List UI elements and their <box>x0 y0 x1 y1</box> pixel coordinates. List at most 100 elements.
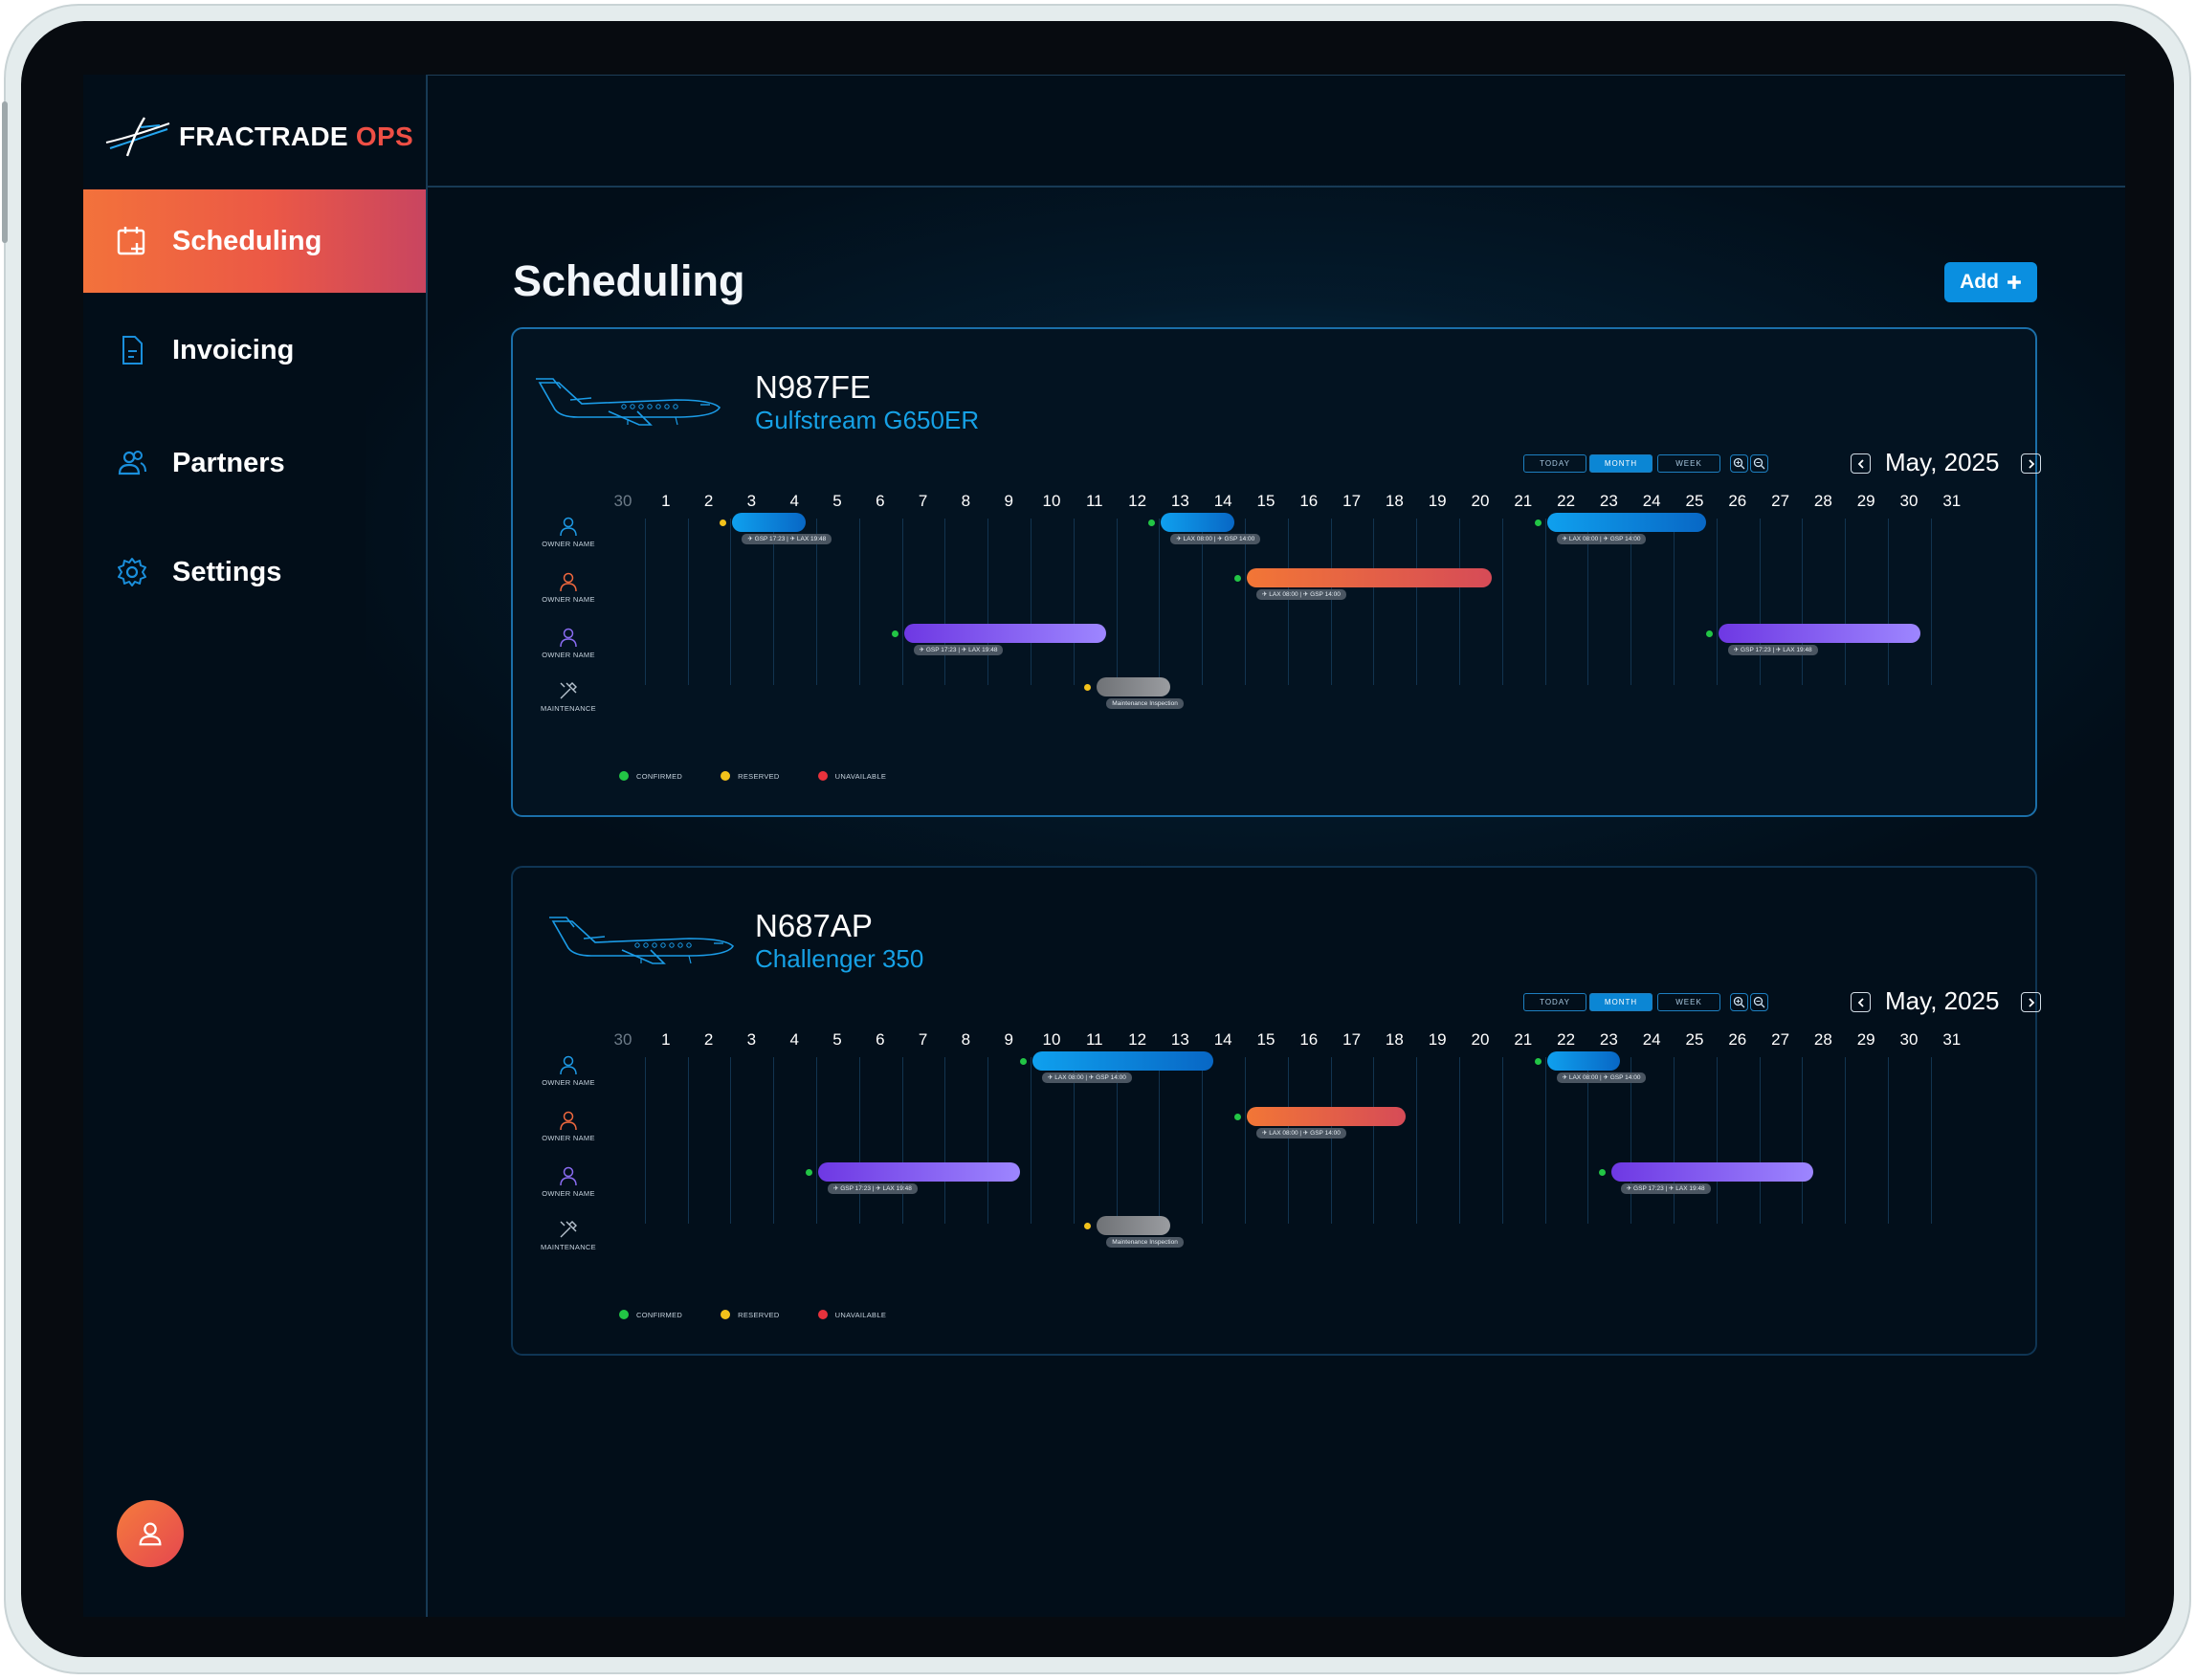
user-avatar-button[interactable] <box>117 1500 184 1567</box>
row-label-text: MAINTENANCE <box>541 1243 596 1251</box>
day-gridline <box>1459 1057 1460 1224</box>
day-gridline <box>687 519 689 685</box>
day-gridline <box>730 1057 732 1224</box>
booking-bar[interactable] <box>1247 568 1492 587</box>
day-gridline <box>1674 519 1675 685</box>
day-header: 7 <box>918 492 928 510</box>
week-button[interactable]: WEEK <box>1657 993 1720 1011</box>
booking-flight-tag: ✈ LAX 08:00 | ✈ GSP 14:00 <box>1256 1128 1346 1138</box>
day-gridline <box>1587 1057 1589 1224</box>
booking-bar[interactable] <box>1097 677 1170 696</box>
user-icon <box>139 1522 162 1546</box>
booking-flight-tag: ✈ GSP 17:23 | ✈ LAX 19:48 <box>1727 645 1818 655</box>
booking-bar[interactable] <box>1610 1162 1813 1182</box>
app-logo[interactable]: FRACTRADE OPS <box>102 113 413 161</box>
day-header: 5 <box>832 1030 842 1049</box>
month-label: May, 2025 <box>1885 986 2000 1015</box>
day-gridline <box>1373 519 1375 685</box>
sidebar-item-label: Settings <box>172 556 282 587</box>
person-icon <box>560 1111 577 1131</box>
day-header: 6 <box>876 1030 885 1049</box>
day-header: 14 <box>1213 492 1232 510</box>
day-gridline <box>1116 1057 1118 1224</box>
legend-item: CONFIRMED <box>619 771 682 781</box>
add-button[interactable]: Add <box>1944 262 2037 302</box>
day-gridline <box>1802 1057 1804 1224</box>
month-button[interactable]: MONTH <box>1589 454 1653 473</box>
aircraft-card-1: N687AP Challenger 350 TODAY MONTH WEEK May, 2… <box>511 866 2041 1356</box>
day-header: 10 <box>1042 492 1061 510</box>
day-header: 22 <box>1557 492 1576 510</box>
status-legend: CONFIRMED RESERVED UNAVAILABLE <box>619 1310 924 1319</box>
day-header: 26 <box>1728 492 1747 510</box>
legend-dot <box>619 771 629 781</box>
booking-bar[interactable] <box>1161 513 1235 532</box>
day-header: 29 <box>1856 492 1875 510</box>
day-gridline <box>687 1057 689 1224</box>
header-divider <box>427 186 2125 188</box>
booking-bar[interactable] <box>903 624 1106 643</box>
chevron-right-icon[interactable] <box>2021 453 2041 474</box>
legend-dot <box>817 1310 828 1319</box>
day-header: 13 <box>1170 1030 1189 1049</box>
day-header: 29 <box>1856 1030 1875 1049</box>
day-header: 11 <box>1085 492 1103 510</box>
day-gridline <box>1674 1057 1675 1224</box>
legend-label: UNAVAILABLE <box>834 1310 887 1319</box>
day-gridline <box>1287 1057 1289 1224</box>
booking-flight-tag: ✈ LAX 08:00 | ✈ GSP 14:00 <box>1256 589 1346 600</box>
booking-bar[interactable] <box>1718 624 1920 643</box>
day-gridline <box>1888 1057 1889 1224</box>
today-button[interactable]: TODAY <box>1523 454 1586 473</box>
document-icon <box>115 333 149 367</box>
sidebar-item-label: Scheduling <box>172 225 322 256</box>
booking-flight-tag: ✈ GSP 17:23 | ✈ LAX 19:48 <box>913 645 1004 655</box>
day-gridline <box>1073 519 1075 685</box>
legend-label: RESERVED <box>738 771 780 781</box>
zoom-out-icon[interactable] <box>1750 993 1768 1011</box>
day-header: 7 <box>918 1030 928 1049</box>
zoom-in-icon[interactable] <box>1730 993 1748 1011</box>
day-header: 4 <box>789 1030 799 1049</box>
day-header: 2 <box>703 492 714 510</box>
legend-label: CONFIRMED <box>636 771 683 781</box>
chevron-left-icon[interactable] <box>1851 453 1871 474</box>
day-header: 3 <box>746 1030 757 1049</box>
week-button[interactable]: WEEK <box>1657 454 1720 473</box>
day-gridline <box>1716 1057 1718 1224</box>
zoom-in-icon[interactable] <box>1730 454 1748 473</box>
day-header: 12 <box>1128 1030 1147 1049</box>
legend-item: UNAVAILABLE <box>817 1310 887 1319</box>
booking-flight-tag: ✈ GSP 17:23 | ✈ LAX 19:48 <box>1620 1183 1711 1194</box>
owner-row-label: OWNER NAME <box>530 1053 607 1087</box>
booking-bar[interactable] <box>1546 1051 1621 1071</box>
person-icon <box>560 517 577 537</box>
sidebar-item-scheduling[interactable]: Scheduling <box>83 189 426 293</box>
sidebar-item-invoicing[interactable]: Invoicing <box>83 298 426 402</box>
top-divider <box>427 75 2125 76</box>
sidebar-item-partners[interactable]: Partners <box>83 411 426 515</box>
legend-item: UNAVAILABLE <box>817 771 886 781</box>
month-button[interactable]: MONTH <box>1589 993 1653 1011</box>
sidebar-item-settings[interactable]: Settings <box>83 520 426 624</box>
chevron-right-icon[interactable] <box>2021 992 2041 1012</box>
person-icon <box>560 1055 577 1075</box>
legend-item: RESERVED <box>721 771 780 781</box>
booking-bar[interactable] <box>1097 1216 1170 1235</box>
owner-row-label: OWNER NAME <box>530 626 607 659</box>
owner-row-label: OWNER NAME <box>530 1164 607 1198</box>
booking-bar[interactable] <box>1546 513 1706 532</box>
zoom-out-icon[interactable] <box>1750 454 1768 473</box>
booking-bar[interactable] <box>818 1162 1021 1182</box>
day-gridline <box>1759 1057 1761 1224</box>
day-header: 23 <box>1599 492 1618 510</box>
day-header: 19 <box>1428 492 1447 510</box>
logo-accent-text: OPS <box>355 122 413 151</box>
booking-bar[interactable] <box>1032 1051 1213 1071</box>
booking-flight-tag: ✈ GSP 17:23 | ✈ LAX 19:48 <box>828 1183 918 1194</box>
booking-bar[interactable] <box>732 513 807 532</box>
day-gridline <box>1630 1057 1632 1224</box>
today-button[interactable]: TODAY <box>1523 993 1586 1011</box>
chevron-left-icon[interactable] <box>1851 992 1871 1012</box>
booking-bar[interactable] <box>1247 1107 1407 1126</box>
